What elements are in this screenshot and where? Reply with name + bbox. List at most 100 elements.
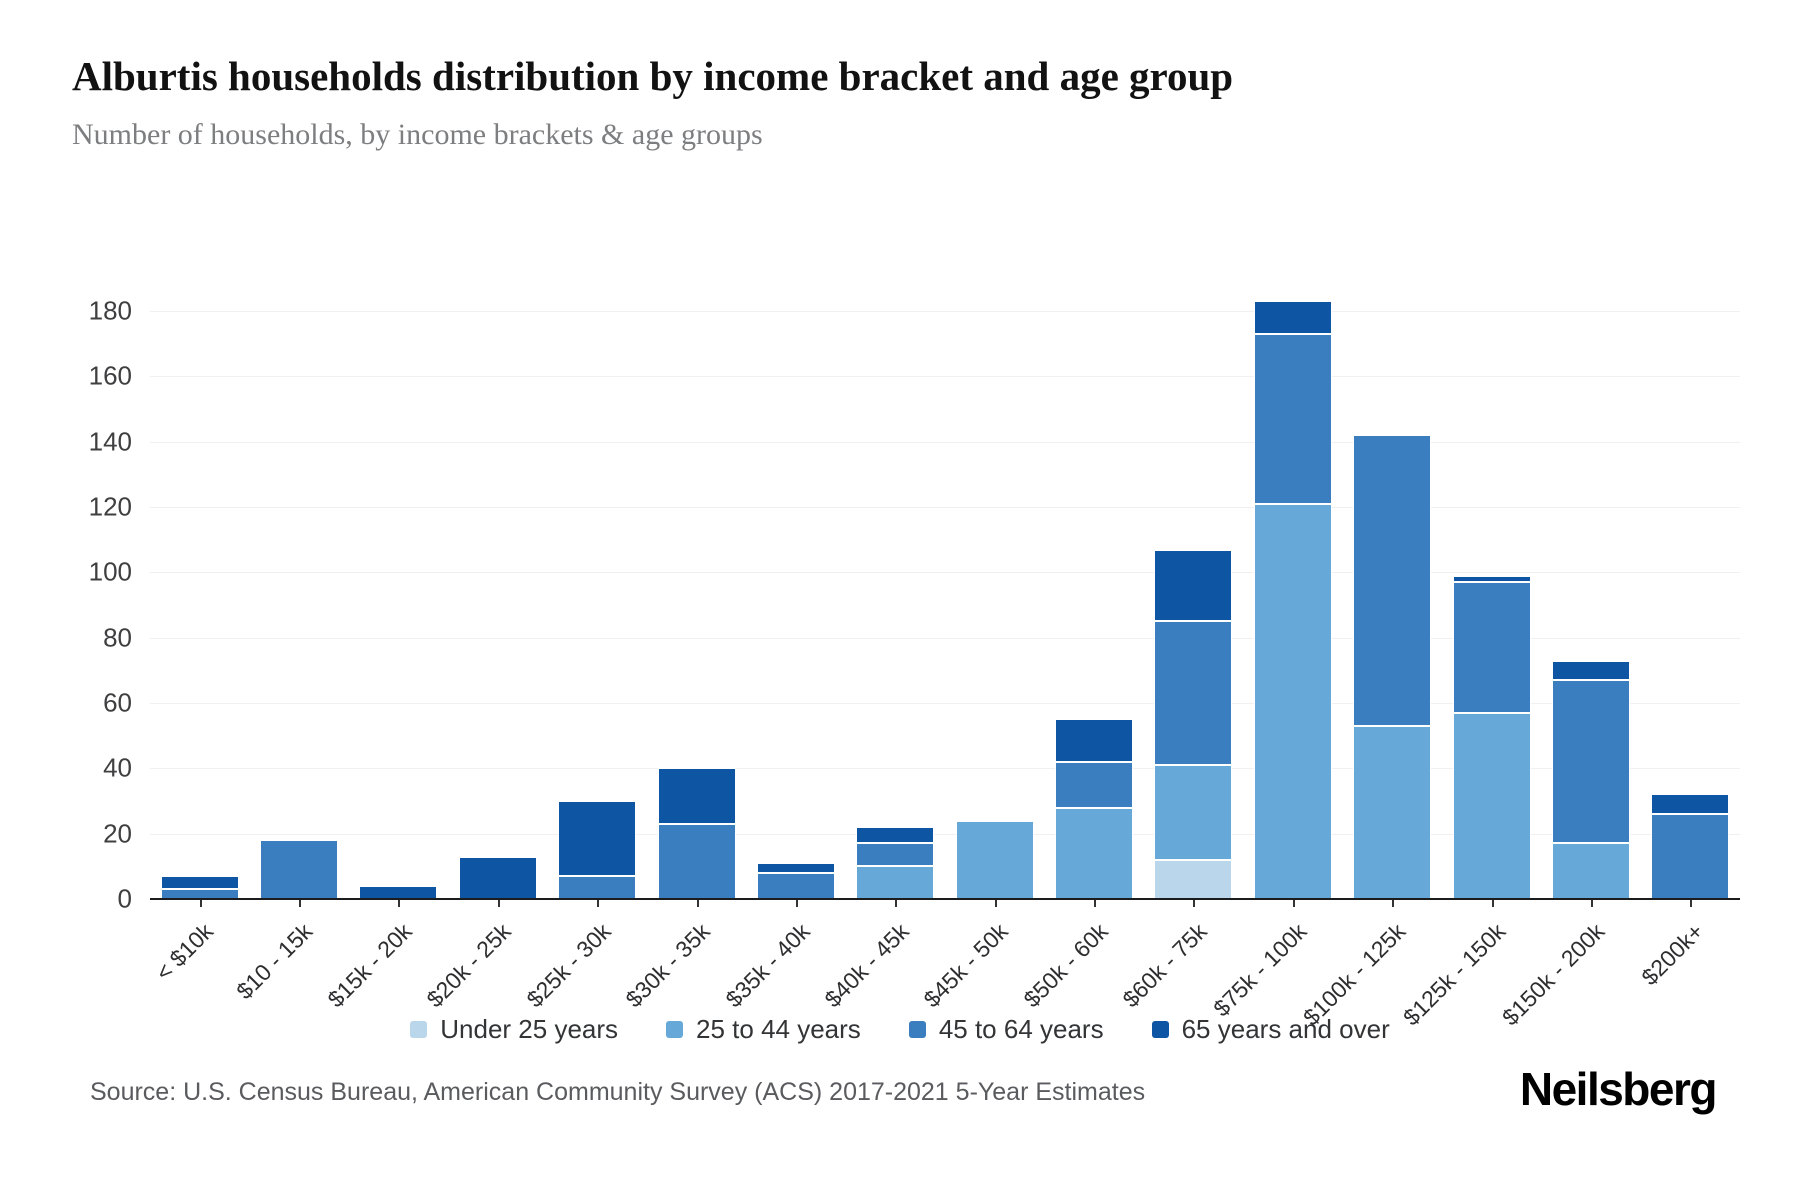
- stacked-bar[interactable]: [955, 820, 1034, 899]
- x-tick: [1690, 900, 1693, 907]
- stacked-bar[interactable]: [1551, 660, 1630, 899]
- y-tick-label: 140: [88, 426, 132, 457]
- bar-segment[interactable]: [1551, 660, 1630, 681]
- stacked-bar[interactable]: [856, 827, 935, 899]
- x-tick: [1392, 900, 1395, 907]
- tick-slot: [846, 900, 945, 908]
- bar-slot: [945, 311, 1044, 899]
- bar-segment[interactable]: [1452, 582, 1531, 713]
- bar-segment[interactable]: [1055, 807, 1134, 899]
- gridline: [150, 637, 1740, 639]
- x-tick: [398, 900, 401, 907]
- bar-segment[interactable]: [657, 823, 736, 899]
- bar-segment[interactable]: [558, 801, 637, 877]
- legend-item[interactable]: 25 to 44 years: [666, 1014, 861, 1045]
- legend-item[interactable]: Under 25 years: [410, 1014, 618, 1045]
- stacked-bar[interactable]: [1651, 794, 1730, 899]
- gridline: [150, 311, 1740, 312]
- x-tick: [597, 900, 600, 907]
- y-tick-label: 120: [88, 491, 132, 522]
- stacked-bar[interactable]: [1452, 575, 1531, 899]
- bar-segment[interactable]: [1651, 794, 1730, 815]
- stacked-bar[interactable]: [1353, 435, 1432, 899]
- tick-slot: [150, 900, 249, 908]
- bar-slot: [1641, 311, 1740, 899]
- legend-item[interactable]: 65 years and over: [1151, 1014, 1390, 1045]
- legend-label: 45 to 64 years: [938, 1014, 1104, 1044]
- bar-segment[interactable]: [1154, 621, 1233, 766]
- x-tick: [1292, 900, 1295, 907]
- bar-slot: [249, 311, 348, 899]
- tick-slot: [1044, 900, 1143, 908]
- stacked-bar[interactable]: [1253, 301, 1332, 899]
- tick-slot: [647, 900, 746, 908]
- y-tick-label: 180: [88, 295, 132, 326]
- bar-slot: [647, 311, 746, 899]
- bar-segment[interactable]: [260, 840, 339, 899]
- chart-title: Alburtis households distribution by inco…: [72, 53, 1234, 99]
- bar-segment[interactable]: [955, 820, 1034, 899]
- x-tick: [795, 900, 798, 907]
- bar-slot: [1541, 311, 1640, 899]
- stacked-bar[interactable]: [1154, 549, 1233, 899]
- bar-slot: [746, 311, 845, 899]
- bar-segment[interactable]: [1055, 719, 1134, 762]
- tick-slot: [1243, 900, 1342, 908]
- stacked-bar[interactable]: [260, 840, 339, 899]
- stacked-bar[interactable]: [160, 876, 239, 899]
- bar-segment[interactable]: [1551, 843, 1630, 899]
- x-tick: [1193, 900, 1196, 907]
- legend-label: 65 years and over: [1181, 1014, 1390, 1044]
- plot-area: [150, 301, 1740, 899]
- bar-segment[interactable]: [1154, 859, 1233, 899]
- bar-segment[interactable]: [856, 866, 935, 899]
- bar-slot: [548, 311, 647, 899]
- y-tick-label: 60: [103, 687, 132, 718]
- legend-swatch-icon: [1151, 1021, 1169, 1038]
- bar-segment[interactable]: [657, 768, 736, 824]
- gridline: [150, 833, 1740, 835]
- bar-segment[interactable]: [1154, 549, 1233, 622]
- legend-item[interactable]: 45 to 64 years: [908, 1014, 1104, 1045]
- bar-segment[interactable]: [1353, 435, 1432, 726]
- x-tick: [299, 900, 302, 907]
- x-tick-label: < $10k: [150, 918, 219, 986]
- gridline: [150, 572, 1740, 574]
- bar-slot: [1044, 311, 1143, 899]
- legend-swatch-icon: [410, 1021, 428, 1038]
- gridline: [150, 703, 1740, 704]
- bar-segment[interactable]: [1154, 765, 1233, 860]
- bar-slot: [150, 311, 249, 899]
- bar-segment[interactable]: [160, 876, 239, 890]
- bar-segment[interactable]: [1452, 575, 1531, 583]
- y-tick-label: 100: [88, 556, 132, 587]
- bar-segment[interactable]: [1651, 814, 1730, 899]
- bar-segment[interactable]: [1253, 503, 1332, 899]
- stacked-bar[interactable]: [1055, 719, 1134, 899]
- bar-segment[interactable]: [1551, 680, 1630, 844]
- bar-segment[interactable]: [1253, 333, 1332, 504]
- stacked-bar[interactable]: [657, 768, 736, 899]
- bar-slot: [1442, 311, 1541, 899]
- bar-segment[interactable]: [856, 843, 935, 867]
- gridline: [150, 441, 1740, 443]
- bar-segment[interactable]: [756, 863, 835, 873]
- stacked-bar[interactable]: [756, 863, 835, 899]
- bar-segment[interactable]: [756, 872, 835, 899]
- stacked-bar[interactable]: [558, 801, 637, 899]
- tick-slot: [945, 900, 1044, 908]
- bars-container: [150, 301, 1740, 899]
- bar-segment[interactable]: [1253, 301, 1332, 334]
- bar-segment[interactable]: [856, 827, 935, 844]
- bar-segment[interactable]: [1452, 712, 1531, 899]
- bar-segment[interactable]: [458, 856, 537, 899]
- tick-slot: [1442, 900, 1541, 908]
- bar-segment[interactable]: [1353, 725, 1432, 899]
- x-tick: [1491, 900, 1494, 907]
- bar-segment[interactable]: [1055, 761, 1134, 808]
- stacked-bar[interactable]: [458, 856, 537, 899]
- tick-slot: [548, 900, 647, 908]
- x-tick: [1590, 900, 1593, 907]
- bar-segment[interactable]: [558, 876, 637, 899]
